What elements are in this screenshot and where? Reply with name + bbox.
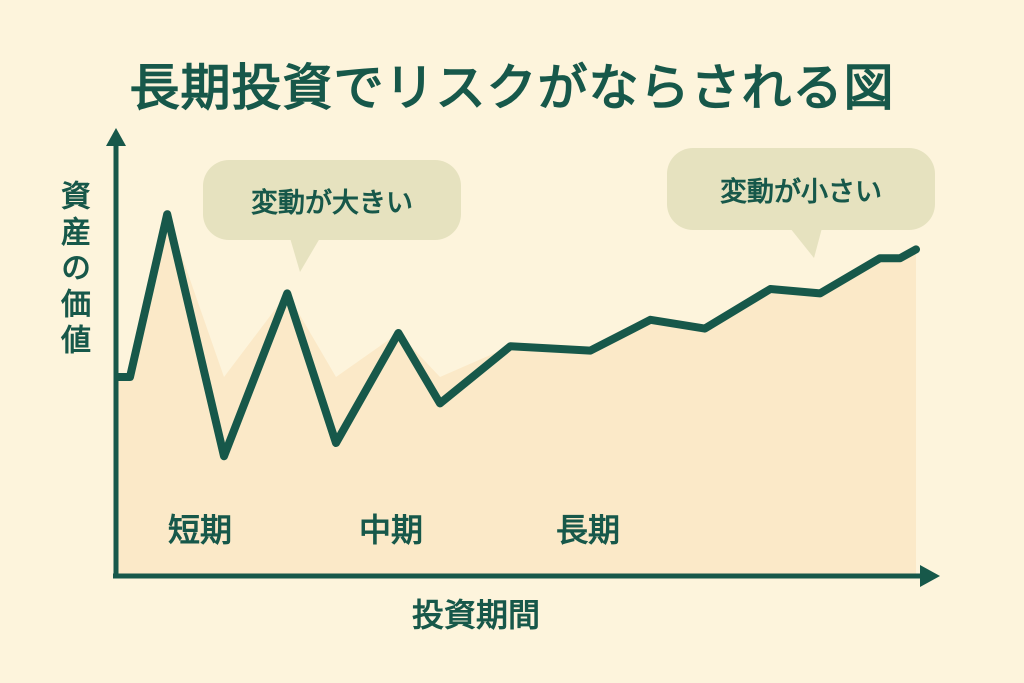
y-axis-arrow-icon [106,128,126,146]
y-axis-label: 資産の価値 [55,180,90,360]
annotation-text: 変動が小さい [720,176,882,208]
period-label-long: 長期 [556,511,621,549]
x-axis-arrow-icon [920,565,940,587]
annotation-text: 変動が大きい [251,187,413,219]
chart-title: 長期投資でリスクがならされる図 [129,59,895,117]
area-fill [116,214,916,575]
period-label-mid: 中期 [359,511,424,549]
bubble-tail [790,228,822,258]
annotation-bubble-small-volatility: 変動が小さい [667,148,935,230]
period-label-short: 短期 [168,511,233,549]
x-axis-label: 投資期間 [412,596,541,634]
annotation-bubble-large-volatility: 変動が大きい [203,160,461,240]
bubble-tail [290,238,320,272]
